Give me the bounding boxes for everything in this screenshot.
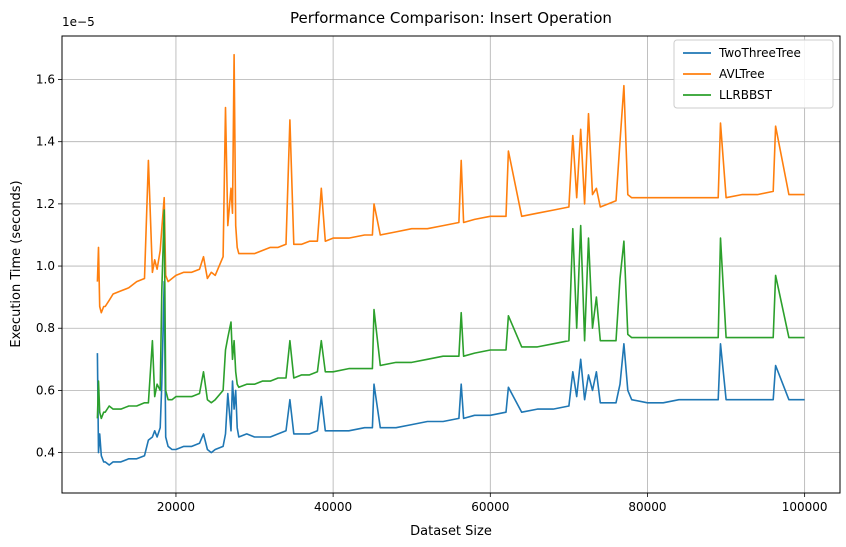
legend-label: LLRBBST	[719, 88, 773, 102]
x-axis: 20000 40000 60000 80000 100000	[157, 493, 828, 514]
y-axis-label: Execution Time (seconds)	[9, 180, 24, 347]
x-tick-label: 60000	[471, 500, 509, 514]
chart-title: Performance Comparison: Insert Operation	[290, 9, 612, 27]
series-line-avltree	[96, 53, 805, 314]
x-axis-label: Dataset Size	[410, 524, 492, 539]
y-tick-label: 0.8	[36, 321, 55, 335]
y-axis: 0.4 0.6 0.8 1.0 1.2 1.4 1.6	[36, 73, 62, 460]
y-offset-label: 1e−5	[62, 15, 95, 29]
legend-box	[673, 39, 834, 109]
grid	[62, 36, 840, 493]
legend-label: TwoThreeTree	[718, 46, 801, 60]
legend: TwoThreeTree AVLTree LLRBBST	[673, 39, 834, 109]
plot-frame	[61, 35, 841, 494]
y-tick-label: 0.4	[36, 446, 55, 460]
y-tick-label: 1.0	[36, 259, 55, 273]
x-tick-label: 80000	[628, 500, 666, 514]
x-tick-label: 100000	[782, 500, 828, 514]
x-tick-label: 40000	[314, 500, 352, 514]
y-tick-label: 1.4	[36, 135, 55, 149]
y-tick-label: 1.6	[36, 73, 55, 87]
y-tick-label: 0.6	[36, 383, 55, 397]
series-line-llrbbst	[96, 209, 805, 420]
y-tick-label: 1.2	[36, 197, 55, 211]
series-lines	[96, 53, 805, 466]
series-line-twothreetree	[96, 280, 805, 466]
x-tick-label: 20000	[157, 500, 195, 514]
legend-label: AVLTree	[719, 67, 765, 81]
